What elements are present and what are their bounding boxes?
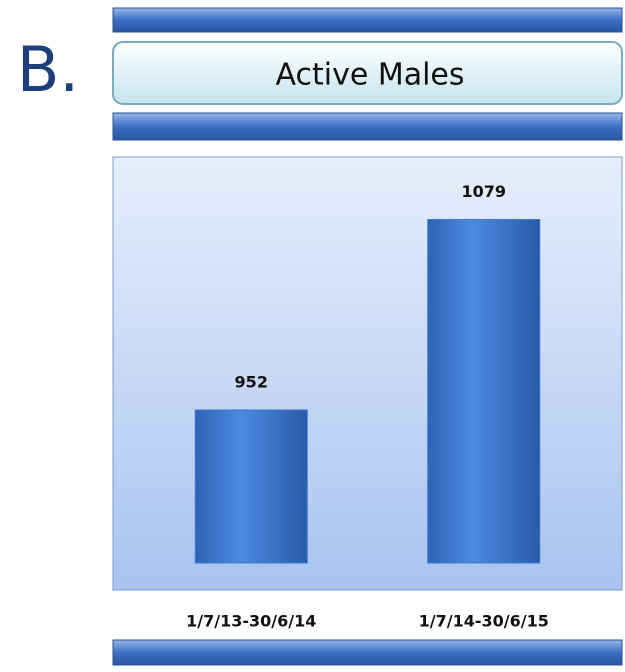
data-label: 952 — [235, 373, 268, 392]
decor-band — [112, 7, 623, 33]
chart-title: Active Males — [275, 58, 464, 93]
data-label: 1079 — [461, 182, 506, 201]
title-box — [112, 41, 623, 105]
decor-band — [112, 639, 623, 666]
x-tick-label: 1/7/13-30/6/14 — [186, 612, 316, 631]
x-tick-label: 1/7/14-30/6/15 — [419, 612, 549, 631]
section-label: B. — [17, 33, 79, 106]
bar — [427, 219, 541, 564]
plot-area — [112, 156, 623, 591]
bar — [194, 409, 308, 564]
decor-band — [112, 112, 623, 141]
